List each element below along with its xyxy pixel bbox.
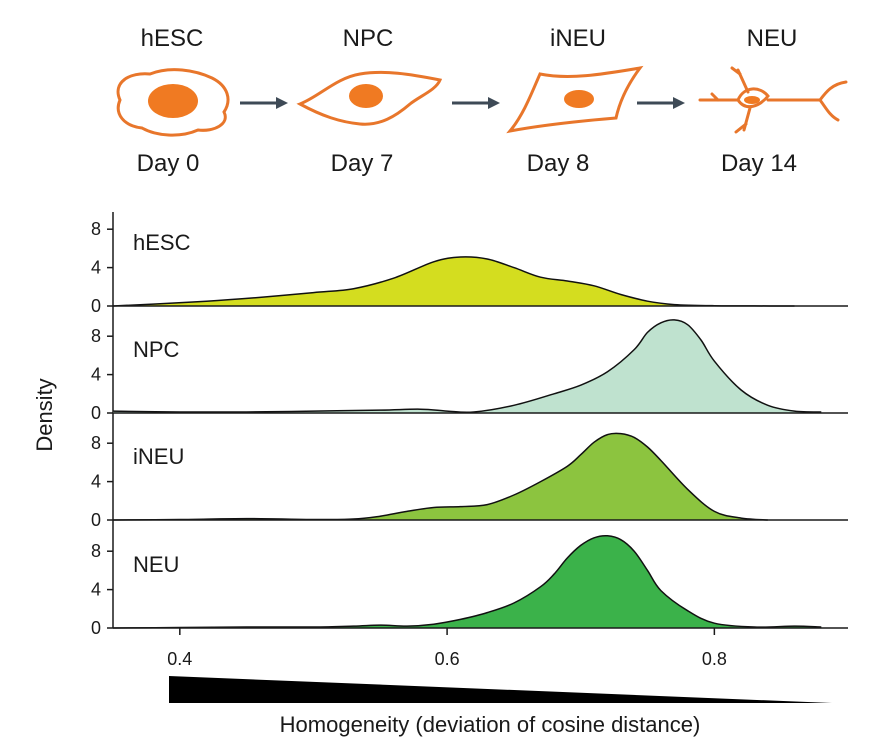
y-tick-label-ineu-8: 8 bbox=[91, 433, 101, 453]
panel-label-neu: NEU bbox=[133, 552, 179, 577]
stage-label-hesc: hESC bbox=[141, 25, 204, 52]
density-area-hesc bbox=[113, 256, 795, 306]
arrow-npc-to-ineu bbox=[452, 97, 500, 109]
density-area-ineu bbox=[113, 433, 768, 520]
y-tick-label-npc-0: 0 bbox=[91, 403, 101, 423]
panel-label-ineu: iNEU bbox=[133, 444, 184, 469]
day-label-7: Day 7 bbox=[331, 150, 394, 177]
y-axis-title: Density bbox=[32, 378, 57, 451]
y-tick-label-hesc-0: 0 bbox=[91, 296, 101, 316]
day-label-14: Day 14 bbox=[721, 150, 797, 177]
y-tick-label-neu-4: 4 bbox=[91, 580, 101, 600]
density-area-neu bbox=[113, 535, 822, 628]
density-line-neu bbox=[112, 534, 822, 629]
x-tick-label-0-4: 0.4 bbox=[167, 649, 192, 669]
y-tick-label-npc-4: 4 bbox=[91, 365, 101, 385]
day-label-0: Day 0 bbox=[137, 150, 200, 177]
panel-hesc: 0 4 8 hESC bbox=[91, 219, 848, 316]
density-area-npc bbox=[113, 319, 822, 413]
panel-label-hesc: hESC bbox=[133, 230, 191, 255]
stage-schematic: hESC NPC iNEU NEU bbox=[116, 25, 848, 177]
y-tick-label-neu-0: 0 bbox=[91, 618, 101, 638]
x-tick-label-0-8: 0.8 bbox=[702, 649, 727, 669]
y-tick-label-neu-8: 8 bbox=[91, 541, 101, 561]
y-tick-label-ineu-4: 4 bbox=[91, 472, 101, 492]
density-line-hesc bbox=[112, 256, 795, 307]
density-ridgeline-chart: 0 4 8 hESC 0 4 8 NPC 0 4 8 iNEU 0 4 8 NEU 0.4 0.6 0.8 bbox=[91, 212, 848, 669]
y-tick-label-hesc-8: 8 bbox=[91, 219, 101, 239]
x-tick-label-0-6: 0.6 bbox=[435, 649, 460, 669]
y-tick-label-hesc-4: 4 bbox=[91, 258, 101, 278]
y-tick-label-npc-8: 8 bbox=[91, 326, 101, 346]
density-line-npc bbox=[112, 319, 822, 414]
stage-label-neu: NEU bbox=[747, 25, 798, 52]
arrow-ineu-to-neu bbox=[637, 97, 685, 109]
panel-neu: 0 4 8 NEU bbox=[91, 534, 848, 638]
stage-label-npc: NPC bbox=[343, 25, 394, 52]
npc-cell-icon bbox=[296, 70, 443, 126]
neu-cell-icon bbox=[698, 66, 848, 134]
y-tick-label-ineu-0: 0 bbox=[91, 510, 101, 530]
day-label-8: Day 8 bbox=[527, 150, 590, 177]
arrow-hesc-to-npc bbox=[240, 97, 288, 109]
hesc-cell-icon bbox=[116, 68, 230, 137]
panel-npc: 0 4 8 NPC bbox=[91, 319, 848, 423]
panel-label-npc: NPC bbox=[133, 337, 180, 362]
x-axis-title: Homogeneity (deviation of cosine distanc… bbox=[280, 712, 701, 737]
ineu-cell-icon bbox=[506, 65, 644, 134]
panel-ineu: 0 4 8 iNEU bbox=[91, 432, 848, 530]
homogeneity-gradient-wedge bbox=[169, 676, 832, 703]
stage-label-ineu: iNEU bbox=[550, 25, 606, 52]
